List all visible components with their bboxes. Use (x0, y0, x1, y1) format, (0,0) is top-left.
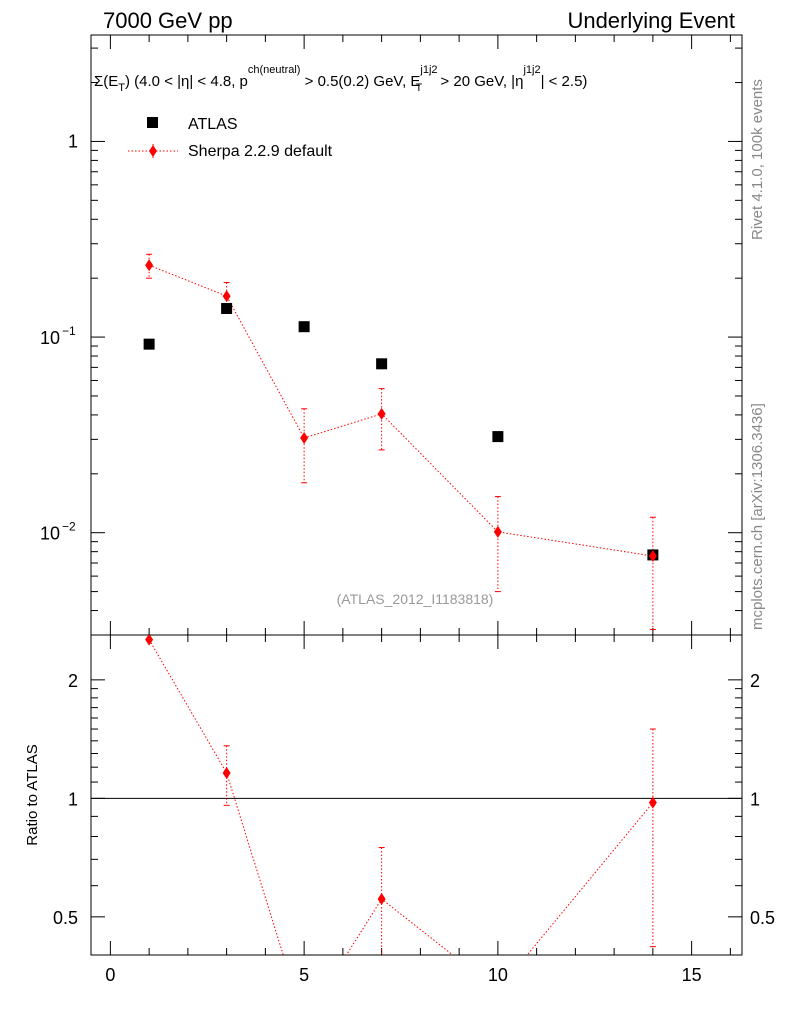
sherpa-point (145, 259, 154, 272)
atlas-point (143, 338, 155, 350)
y-tick-label-right: 1 (750, 789, 760, 809)
ratio-axes: 0 5 10 15 2 2 1 1 0.5 0.5 (53, 635, 775, 985)
sherpa-point (493, 525, 502, 538)
atlas-point (376, 358, 388, 370)
legend-atlas-marker (147, 117, 158, 128)
x-tick-label: 5 (299, 965, 309, 985)
ratio-point (300, 1016, 308, 1024)
sherpa-line (148, 264, 653, 557)
sherpa-point (377, 407, 386, 420)
atlas-point (492, 431, 504, 443)
y-tick-label: 10 (40, 524, 60, 544)
x-tick-label: 15 (682, 965, 702, 985)
y-tick-label: 1 (68, 789, 78, 809)
y-tick-label: 2 (68, 671, 78, 691)
y-tick-exponent: −2 (62, 520, 76, 534)
ratio-point (145, 635, 154, 646)
header-right: Underlying Event (567, 8, 735, 33)
ratio-line (148, 639, 654, 955)
legend-sherpa-label: Sherpa 2.2.9 default (188, 143, 333, 160)
ratio-ylabel: Ratio to ATLAS (24, 744, 41, 845)
atlas-point (221, 302, 233, 314)
mcplots-label: mcplots.cern.ch [arXiv:1306.3436] (749, 403, 766, 630)
rivet-label: Rivet 4.1.0, 100k events (749, 79, 766, 240)
ratio-point (377, 893, 386, 906)
sherpa-point (300, 431, 309, 444)
main-plot-title: Σ(ET) (4.0 < |η| < 4.8, pch(neutral) > 0… (94, 64, 587, 94)
ratio-point (222, 766, 231, 779)
y-tick-label-right: 2 (750, 671, 760, 691)
x-tick-label: 0 (105, 965, 115, 985)
legend: ATLAS Sherpa 2.2.9 default (128, 116, 333, 160)
y-tick-label-right: 0.5 (750, 908, 775, 928)
legend-atlas-label: ATLAS (188, 116, 238, 133)
header-left: 7000 GeV pp (103, 8, 233, 33)
y-tick-label: 10 (40, 328, 60, 348)
analysis-watermark: (ATLAS_2012_I1183818) (337, 591, 494, 607)
atlas-point (298, 321, 310, 333)
ratio-marks (145, 635, 657, 1024)
sherpa-point (222, 290, 231, 303)
y-tick-exponent: −1 (62, 324, 76, 338)
main-marks (143, 253, 659, 631)
main-axes: 110−110−2 (40, 35, 742, 636)
legend-sherpa-marker (149, 145, 157, 157)
sherpa-point (648, 550, 657, 563)
y-tick-label: 0.5 (53, 908, 78, 928)
x-tick-label: 10 (488, 965, 508, 985)
y-tick-label: 1 (68, 131, 78, 151)
ratio-plot-frame (90, 634, 743, 956)
ratio-point (648, 796, 657, 809)
ratio-point (494, 984, 502, 996)
